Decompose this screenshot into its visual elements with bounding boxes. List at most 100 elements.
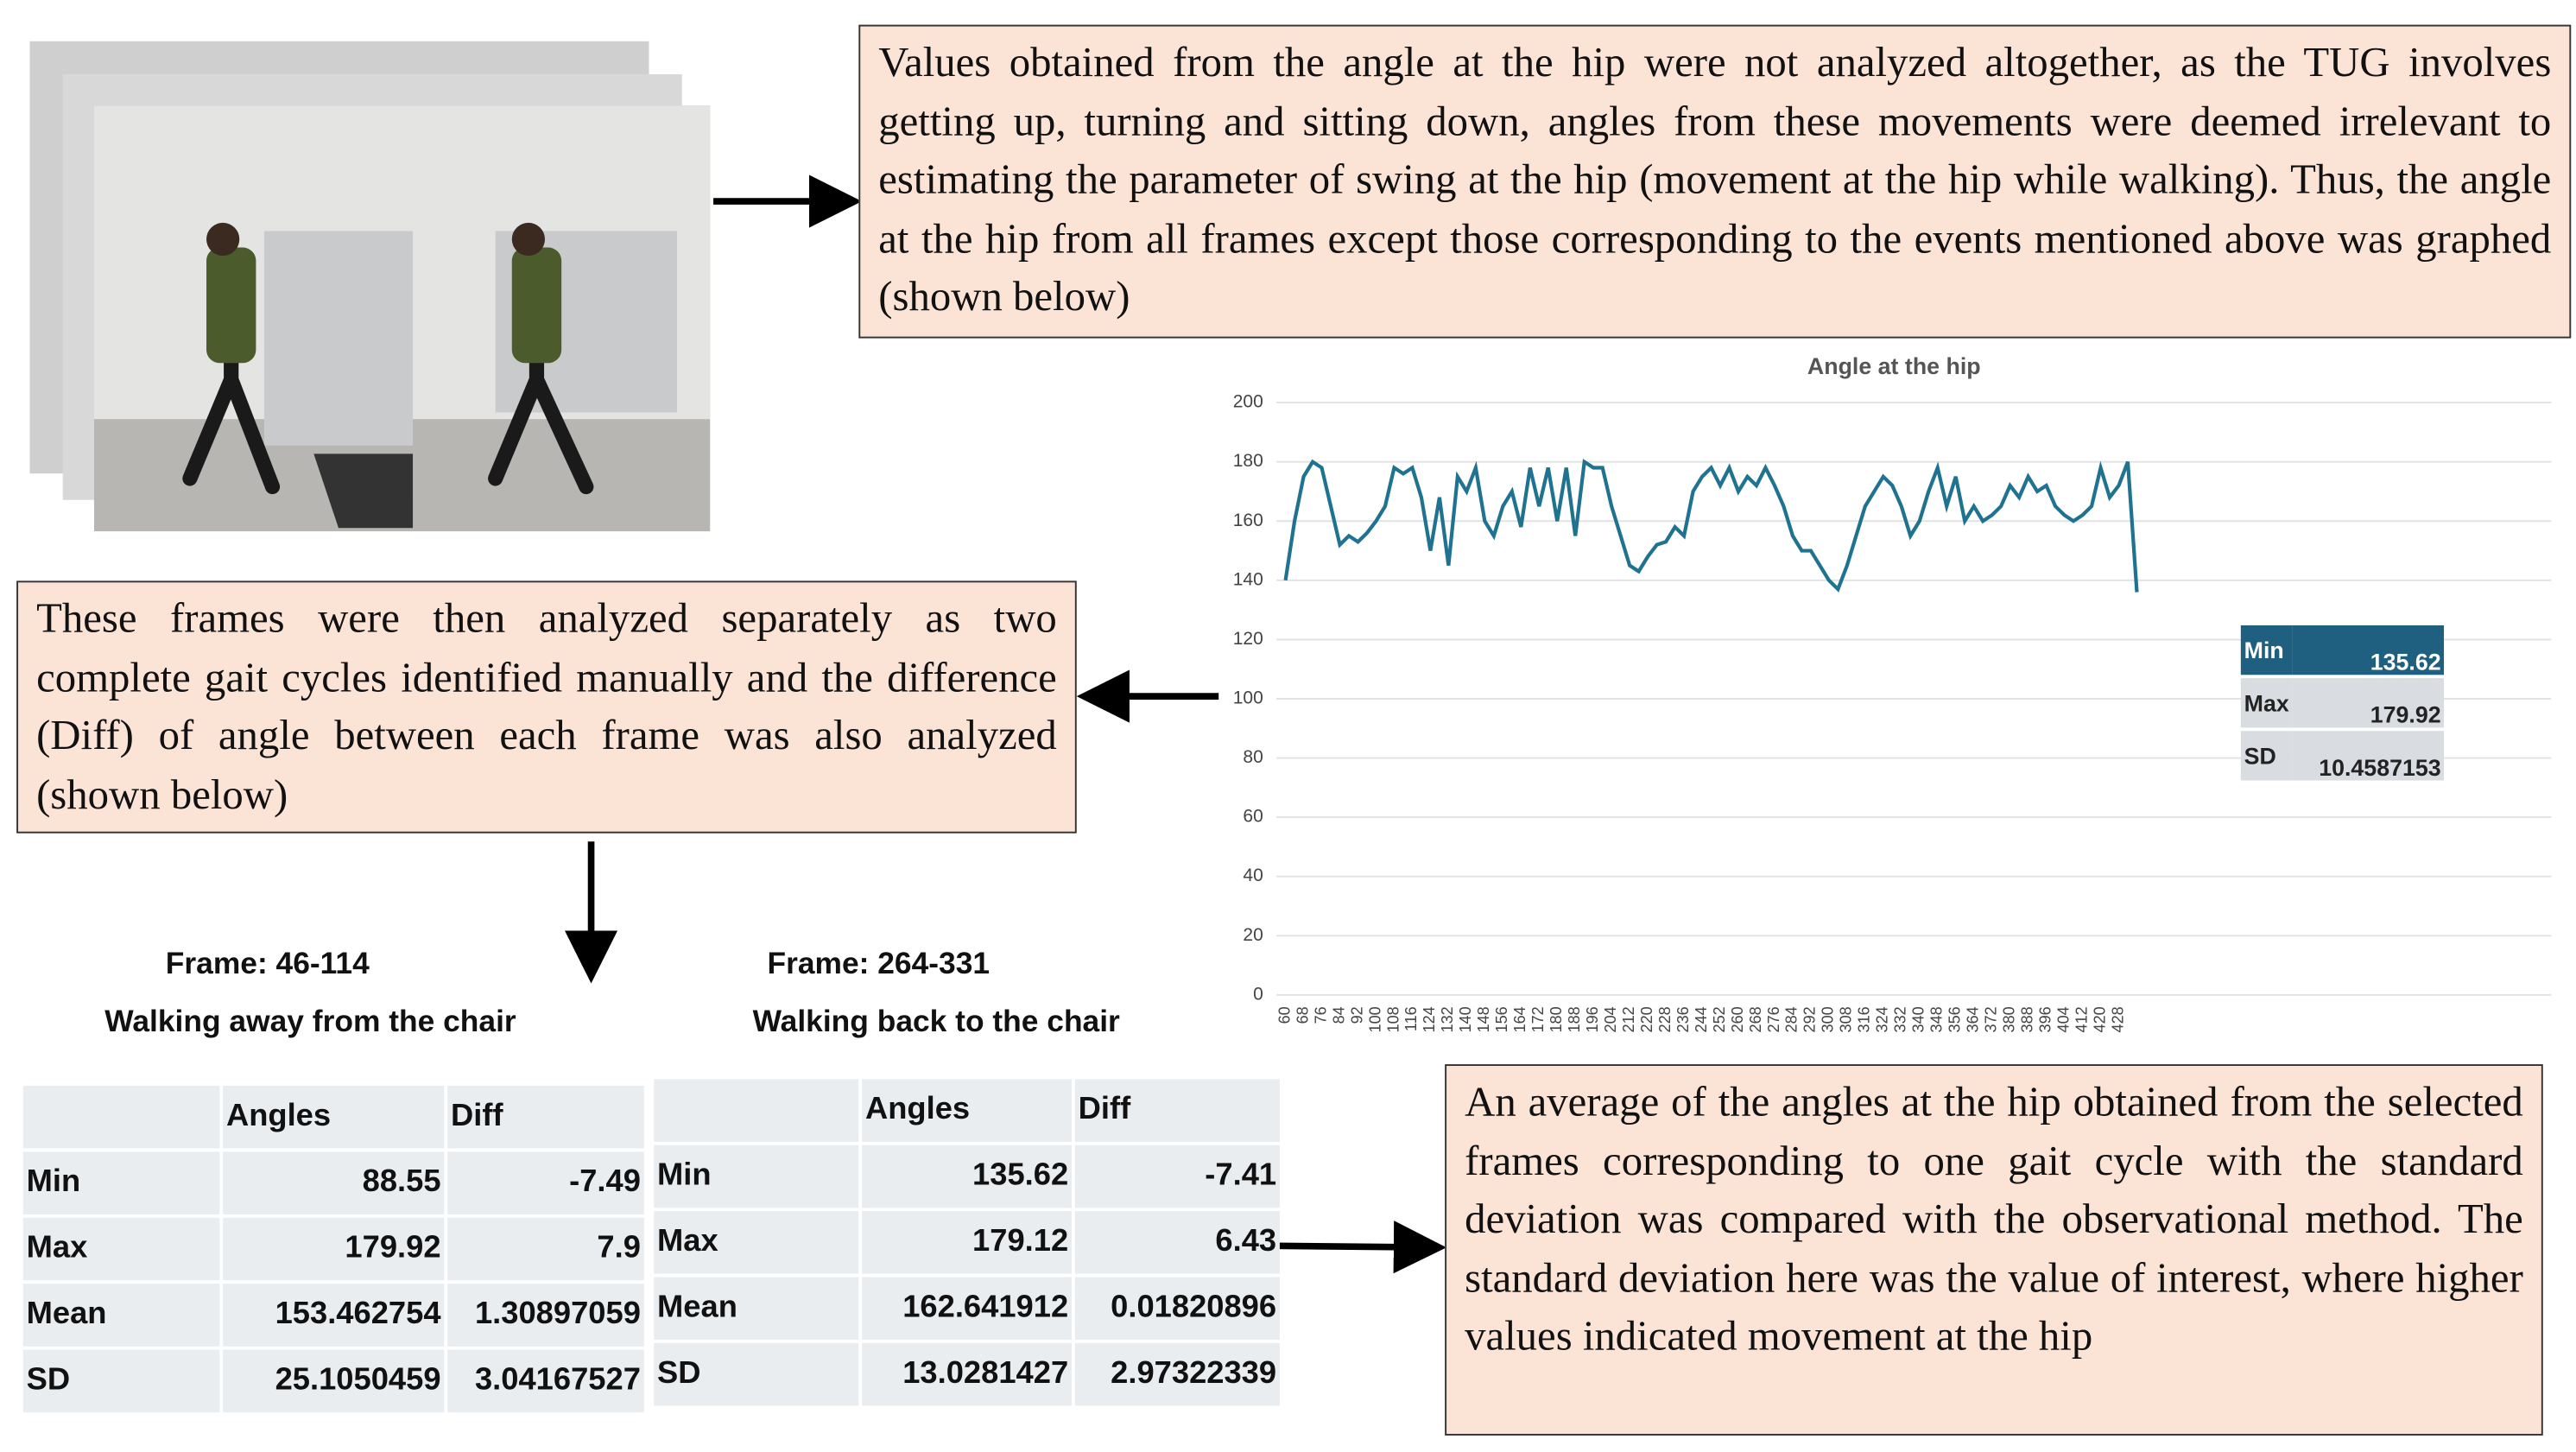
text-box: An average of the angles at the hip obta… <box>1445 1064 2543 1436</box>
x-tick-label: 308 <box>1838 1006 1855 1032</box>
text-box: These frames were then analyzed separate… <box>16 580 1077 834</box>
x-tick-label: 300 <box>1820 1006 1837 1032</box>
table-cell: SD <box>654 1342 859 1406</box>
table-cell: 88.55 <box>223 1151 445 1214</box>
y-tick-label: 40 <box>1243 865 1263 885</box>
table-frame: Frame: 46-114 <box>165 945 370 980</box>
x-tick-label: 324 <box>1874 1006 1891 1032</box>
header-row: Angles Diff <box>654 1079 1280 1142</box>
table-cell: 25.1050459 <box>223 1349 445 1413</box>
stats-cell: 135.62 <box>2292 625 2445 675</box>
table-frame: Frame: 264-331 <box>767 945 991 980</box>
x-tick-label: 60 <box>1275 1006 1293 1024</box>
x-tick-label: 156 <box>1493 1006 1510 1032</box>
table-row: Min 88.55 -7.49 <box>22 1151 644 1214</box>
stats-cell: 179.92 <box>2292 678 2445 728</box>
text-box: Values obtained from the angle at the hi… <box>858 24 2572 339</box>
x-tick-label: 212 <box>1620 1006 1637 1032</box>
x-tick-label: 116 <box>1402 1006 1420 1031</box>
table-cell: -7.49 <box>447 1151 644 1214</box>
x-tick-label: 188 <box>1566 1006 1583 1032</box>
y-tick-label: 60 <box>1243 807 1263 827</box>
x-tick-label: 428 <box>2109 1006 2126 1032</box>
table-cell: 3.04167527 <box>447 1349 644 1413</box>
x-tick-label: 388 <box>2018 1006 2035 1032</box>
stats-row: Min 135.62 <box>2240 625 2445 675</box>
x-tick-label: 132 <box>1439 1006 1456 1032</box>
table-cell: 2.97322339 <box>1074 1342 1280 1406</box>
x-tick-label: 108 <box>1384 1006 1402 1032</box>
x-tick-label: 268 <box>1747 1006 1764 1032</box>
table-row: SD 25.1050459 3.04167527 <box>22 1349 644 1413</box>
data-line <box>1283 459 2139 593</box>
table-cell: 0.01820896 <box>1074 1277 1280 1341</box>
x-tick-label: 236 <box>1674 1006 1692 1032</box>
x-tick-label: 204 <box>1602 1006 1619 1032</box>
stats-row: SD 10.4587153 <box>2240 731 2445 781</box>
table-row: Mean 153.462754 1.30897059 <box>22 1284 644 1347</box>
x-tick-label: 84 <box>1330 1006 1347 1024</box>
stats-cell: SD <box>2240 731 2293 781</box>
table-caption: Walking back to the chair <box>752 1003 1120 1038</box>
y-tick-label: 0 <box>1253 984 1263 1004</box>
x-tick-label: 180 <box>1547 1006 1565 1032</box>
x-tick-label: 380 <box>2000 1006 2017 1032</box>
x-tick-label: 164 <box>1511 1006 1529 1032</box>
table-cell: 7.9 <box>447 1217 644 1281</box>
stats-cell: Max <box>2240 678 2293 728</box>
header-cell <box>654 1079 859 1142</box>
table-row: Max 179.92 7.9 <box>22 1217 644 1281</box>
x-tick-label: 92 <box>1348 1006 1365 1024</box>
table-caption: Walking away from the chair <box>104 1003 516 1038</box>
x-tick-label: 172 <box>1529 1006 1547 1032</box>
table-cell: 13.0281427 <box>862 1342 1073 1406</box>
y-tick-label: 120 <box>1233 629 1263 649</box>
x-tick-label: 276 <box>1765 1006 1782 1032</box>
y-tick-label: 140 <box>1233 569 1263 589</box>
x-tick-label: 292 <box>1801 1006 1819 1032</box>
stats-cell: 10.4587153 <box>2292 731 2445 781</box>
table-cell: 162.641912 <box>862 1277 1073 1341</box>
x-tick-label: 220 <box>1638 1006 1655 1032</box>
data-table: Angles Diff Min 135.62 -7.41 Max 179.12 6.43 Mea… <box>650 1075 1282 1409</box>
x-tick-label: 284 <box>1783 1006 1801 1032</box>
y-tick-label: 100 <box>1233 688 1263 708</box>
x-tick-label: 356 <box>1946 1006 1964 1032</box>
table-cell: Min <box>22 1151 220 1214</box>
x-tick-label: 332 <box>1892 1006 1909 1032</box>
x-tick-label: 68 <box>1294 1006 1311 1024</box>
x-tick-label: 316 <box>1856 1006 1873 1032</box>
stats-row: Max 179.92 <box>2240 678 2445 728</box>
x-tick-label: 412 <box>2073 1006 2090 1032</box>
header-cell <box>22 1085 220 1149</box>
x-tick-label: 228 <box>1656 1006 1674 1032</box>
x-tick-label: 340 <box>1910 1006 1927 1032</box>
x-tick-label: 140 <box>1457 1006 1474 1032</box>
x-tick-label: 348 <box>1928 1006 1946 1032</box>
y-tick-label: 160 <box>1233 510 1263 530</box>
table-row: SD 13.0281427 2.97322339 <box>654 1342 1280 1406</box>
table-cell: -7.41 <box>1074 1144 1280 1208</box>
x-tick-label: 196 <box>1584 1006 1601 1032</box>
x-tick-label: 148 <box>1475 1006 1492 1032</box>
table-cell: Mean <box>654 1277 859 1341</box>
data-table: Angles Diff Min 88.55 -7.49 Max 179.92 7.9 Mean 1… <box>20 1082 648 1416</box>
arrows <box>564 174 1447 1274</box>
table-cell: 1.30897059 <box>447 1284 644 1347</box>
chart-title: Angle at the hip <box>1807 353 1981 379</box>
y-tick-label: 200 <box>1233 392 1263 412</box>
table-row: Min 135.62 -7.41 <box>654 1144 1280 1208</box>
header-cell: Angles <box>862 1079 1073 1142</box>
x-tick-label: 260 <box>1729 1006 1746 1032</box>
table-row: Max 179.12 6.43 <box>654 1211 1280 1274</box>
table-cell: Mean <box>22 1284 220 1347</box>
table-cell: Max <box>654 1211 859 1274</box>
x-tick-label: 100 <box>1366 1006 1383 1032</box>
photo-stack <box>29 41 711 532</box>
header-cell: Angles <box>223 1085 445 1149</box>
table-cell: Max <box>22 1217 220 1281</box>
table-cell: 179.92 <box>223 1217 445 1281</box>
